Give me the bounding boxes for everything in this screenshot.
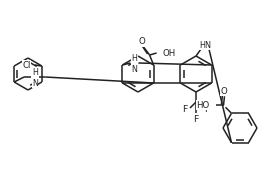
Text: F: F bbox=[204, 106, 210, 115]
Text: F: F bbox=[193, 115, 199, 124]
Text: O: O bbox=[138, 38, 145, 47]
Text: H
N: H N bbox=[32, 68, 38, 88]
Text: F: F bbox=[182, 106, 188, 115]
Text: H
N: H N bbox=[131, 54, 137, 74]
Text: O: O bbox=[220, 87, 227, 96]
Text: HO: HO bbox=[196, 101, 210, 110]
Text: Cl: Cl bbox=[23, 61, 31, 70]
Text: OH: OH bbox=[163, 48, 176, 57]
Text: HN: HN bbox=[199, 40, 211, 49]
